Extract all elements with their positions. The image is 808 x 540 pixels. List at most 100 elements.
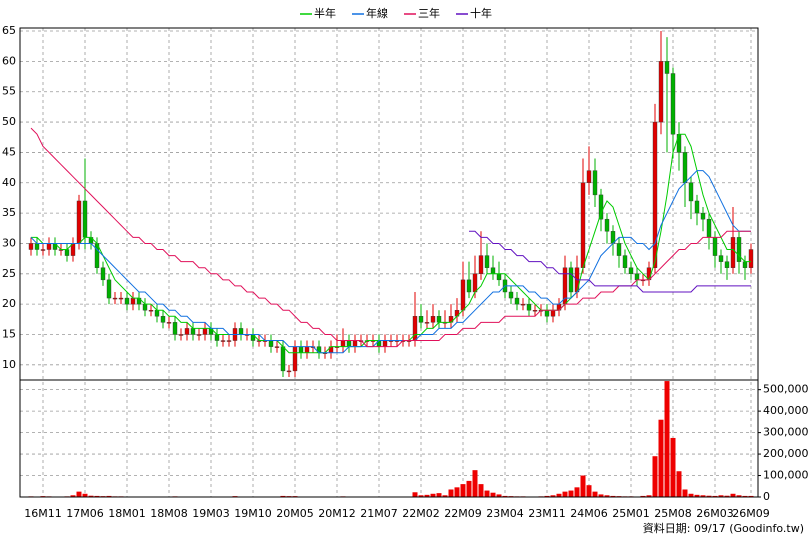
volume-bar [706,495,712,497]
candle-body [382,340,388,347]
candle-body [748,249,754,268]
volume-bar [730,493,736,497]
volume-bar [472,470,478,497]
volume-bar [76,491,82,497]
volume-bar [694,494,700,497]
candle-body [100,267,106,281]
candle-body [724,261,730,268]
candle-body [124,297,130,305]
candle-body [130,297,136,305]
x-tick-label: 22M09 [444,507,482,520]
candle-body [304,346,310,353]
x-tick-label: 17M06 [66,507,104,520]
x-tick-label: 23M04 [486,507,524,520]
volume-bar [454,487,460,497]
volume-bar [430,493,436,497]
candle-body [670,73,676,135]
candle-body [658,61,664,123]
x-tick-label: 25M08 [654,507,692,520]
y-tick-label: 55 [2,85,16,98]
candle-body [268,340,274,347]
candle-body [160,316,166,323]
volume-bar [442,495,448,497]
y-tick-label: 45 [2,145,16,158]
candle-body [238,328,244,335]
candle-body [736,237,742,262]
volume-bar [646,495,652,497]
volume-bar [736,495,742,497]
candle-body [214,334,220,341]
volume-bar [670,437,676,497]
candle-body [616,243,622,256]
candle-body [418,316,424,323]
x-tick-label: 20M05 [276,507,314,520]
y2-tick-label: 200,000 [763,447,808,460]
volume-bar [688,493,694,497]
y-tick-label: 35 [2,206,16,219]
x-tick-label: 19M10 [234,507,272,520]
y-tick-label: 15 [2,327,16,340]
volume-bar [412,492,418,497]
y-tick-label: 50 [2,115,16,128]
y-tick-label: 20 [2,297,16,310]
candle-body [118,297,124,300]
candle-body [586,170,592,183]
volume-bar [418,495,424,497]
candle-body [706,218,712,238]
y2-tick-label: 300,000 [763,426,808,439]
candle-body [220,340,226,342]
candle-body [280,346,286,372]
candle-body [106,279,112,299]
volume-bar [748,495,754,497]
volume-bar [544,495,550,497]
candle-body [286,370,292,373]
candle-body [520,303,526,306]
volume-bar [658,419,664,497]
volume-bar [676,471,682,497]
x-tick-label: 18M01 [108,507,146,520]
y-tick-label: 30 [2,236,16,249]
candle-body [184,328,190,335]
x-tick-label: 18M08 [150,507,188,520]
volume-bar [490,492,496,497]
candle-body [196,334,202,336]
volume-bar [82,493,88,497]
legend-label: 十年 [470,6,492,20]
candle-body [622,255,628,268]
volume-bar [550,495,556,497]
candle-body [352,340,358,347]
volume-bar [556,493,562,497]
volume-bar [580,475,586,497]
candle-body [634,273,640,281]
x-tick-label: 21M07 [360,507,398,520]
candle-body [598,194,604,220]
candle-body [34,243,40,250]
candle-body [340,340,346,347]
candle-body [466,279,472,293]
candle-body [424,322,430,324]
candle-body [478,255,484,274]
candle-body [712,237,718,256]
candle-body [82,200,88,238]
y-tick-label: 25 [2,267,16,280]
candle-body [496,273,502,281]
volume-bar [460,484,466,497]
candle-body [172,322,178,335]
candle-body [568,267,574,293]
legend-label: 三年 [418,6,440,20]
volume-bar [448,489,454,497]
candle-body [694,200,700,214]
candle-body [76,200,82,244]
volume-bar [88,495,94,497]
volume-bar [652,456,658,497]
candle-body [508,291,514,299]
candle-body [28,243,34,250]
candle-body [292,346,298,372]
x-tick-label: 25M01 [612,507,650,520]
candle-body [412,316,418,341]
volume-bar [586,485,592,497]
y-tick-label: 60 [2,54,16,67]
candle-body [526,303,532,311]
